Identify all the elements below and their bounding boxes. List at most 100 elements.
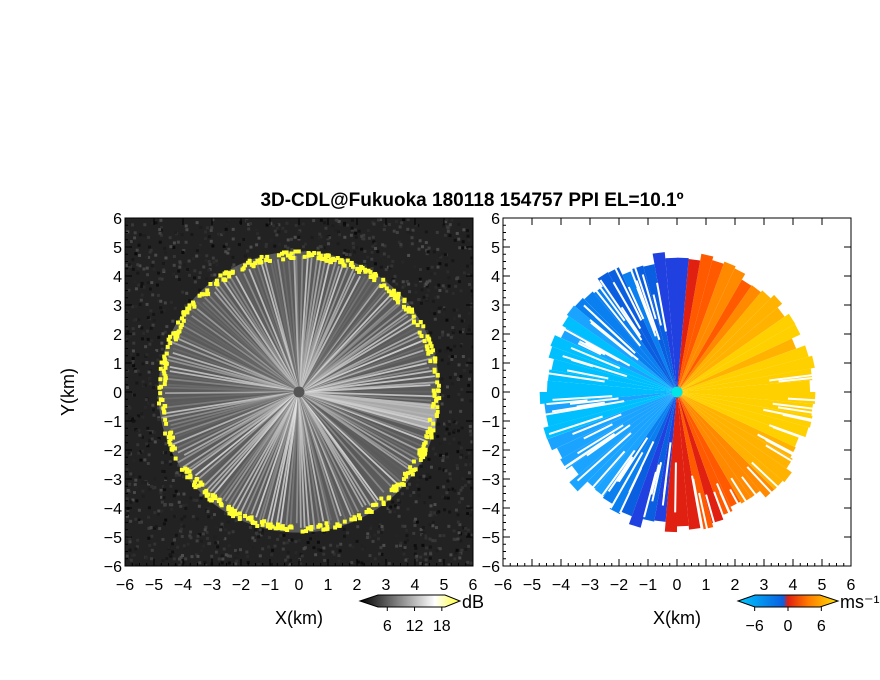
snr-rim-point bbox=[163, 431, 168, 436]
snr-rim-point bbox=[167, 439, 172, 444]
snr-rim-point bbox=[384, 286, 389, 291]
y-tick-label: 0 bbox=[491, 385, 500, 402]
snr-rim-point bbox=[379, 284, 384, 289]
snr-rim-point bbox=[419, 450, 424, 455]
snr-rim-point bbox=[296, 249, 301, 254]
snr-ray bbox=[298, 391, 332, 521]
snr-rim-point bbox=[415, 323, 420, 328]
snr-rim-point bbox=[163, 376, 168, 381]
velocity-sector bbox=[677, 253, 714, 392]
velocity-gap bbox=[569, 397, 619, 405]
velocity-sector bbox=[677, 392, 761, 498]
colorbar-tick-label: 6 bbox=[383, 618, 392, 635]
colorbar-tick-label: 6 bbox=[817, 618, 826, 635]
snr-rim-point bbox=[215, 282, 220, 287]
velocity-gap bbox=[612, 281, 642, 330]
snr-rim-point bbox=[279, 525, 284, 530]
snr-rim-point bbox=[218, 501, 223, 506]
snr-rim-point bbox=[192, 304, 197, 309]
snr-rim-point bbox=[326, 253, 331, 258]
x-tick-label: 4 bbox=[789, 577, 798, 594]
snr-rim-point bbox=[216, 499, 221, 504]
snr-rim-point bbox=[181, 310, 186, 315]
x-tick-label: 3 bbox=[382, 577, 391, 594]
y-tick-label: 0 bbox=[113, 385, 122, 402]
snr-rim-point bbox=[300, 529, 305, 534]
velocity-gap bbox=[627, 286, 645, 320]
snr-rim-point bbox=[424, 344, 429, 349]
snr-rim-point bbox=[431, 402, 436, 407]
snr-rim-point bbox=[267, 258, 272, 263]
x-tick-label: 1 bbox=[702, 577, 711, 594]
snr-rim-point bbox=[158, 391, 163, 396]
snr-rim-point bbox=[410, 472, 415, 477]
snr-rim-point bbox=[312, 250, 317, 255]
x-tick-label: 6 bbox=[469, 577, 478, 594]
snr-rim-point bbox=[353, 517, 358, 522]
snr-rim-point bbox=[197, 293, 202, 298]
snr-rim-point bbox=[187, 469, 192, 474]
x-tick-label: −4 bbox=[174, 577, 192, 594]
snr-rim-point bbox=[374, 502, 379, 507]
snr-rim-point bbox=[230, 270, 235, 275]
velocity-colorbar: −6 0 6 ms⁻¹ bbox=[736, 592, 880, 635]
velocity-sector bbox=[664, 392, 677, 533]
y-tick-label: −1 bbox=[104, 414, 122, 431]
snr-rim-point bbox=[243, 513, 248, 518]
snr-rim-point bbox=[198, 480, 203, 485]
snr-ray bbox=[279, 391, 300, 526]
snr-rim-point bbox=[396, 299, 401, 304]
snr-ray bbox=[194, 391, 300, 487]
snr-rim-point bbox=[321, 527, 326, 532]
velocity-sector bbox=[584, 291, 677, 392]
snr-rim-point bbox=[357, 269, 362, 274]
velocity-colorbar-bar bbox=[736, 594, 840, 608]
snr-rim-point bbox=[372, 275, 377, 280]
snr-rim-point bbox=[428, 341, 433, 346]
y-tick-label: 3 bbox=[113, 298, 122, 315]
snr-rim-point bbox=[285, 253, 290, 258]
snr-ray bbox=[298, 256, 304, 393]
snr-rim-point bbox=[232, 511, 237, 516]
snr-rim-point bbox=[158, 377, 163, 382]
snr-rim-point bbox=[411, 319, 416, 324]
snr-rim-point bbox=[432, 367, 437, 372]
snr-axis-ticks: −6 −5 −4 −3 −2 −1 0 1 2 3 4 5 6 −6 −5 −4 −3 −2 −1 0 1 2 3 4 5 6 bbox=[104, 211, 478, 594]
snr-rim-point bbox=[372, 278, 377, 283]
snr-rim-point bbox=[431, 428, 436, 433]
velocity-sector bbox=[677, 368, 813, 392]
snr-rim-point bbox=[433, 359, 438, 364]
snr-rim-point bbox=[160, 398, 165, 403]
velocity-gap bbox=[763, 408, 815, 422]
snr-rim-point bbox=[259, 520, 264, 525]
snr-rim-point bbox=[180, 316, 185, 321]
snr-rim-point bbox=[341, 262, 346, 267]
snr-rim-point bbox=[280, 251, 285, 256]
snr-rim-point bbox=[214, 278, 219, 283]
velocity-gap bbox=[616, 459, 633, 483]
snr-ray bbox=[298, 391, 398, 493]
velocity-gap bbox=[577, 424, 624, 455]
y-tick-label: 4 bbox=[491, 269, 500, 286]
snr-ray bbox=[289, 391, 300, 525]
velocity-sector bbox=[677, 392, 813, 428]
velocity-gap bbox=[782, 413, 815, 423]
snr-rim-point bbox=[358, 516, 363, 521]
snr-rim-point bbox=[268, 522, 273, 527]
snr-rim-point bbox=[325, 524, 330, 529]
snr-rim-point bbox=[426, 351, 431, 356]
velocity-gap bbox=[586, 424, 631, 457]
y-tick-label: 4 bbox=[113, 269, 122, 286]
snr-rim-point bbox=[429, 344, 434, 349]
snr-rim-point bbox=[427, 417, 432, 422]
snr-rim-point bbox=[161, 369, 166, 374]
snr-rim-point bbox=[356, 513, 361, 518]
snr-rim-point bbox=[168, 437, 173, 442]
y-tick-label: −3 bbox=[482, 472, 500, 489]
y-tick-label: −5 bbox=[104, 530, 122, 547]
velocity-gap bbox=[576, 432, 632, 482]
snr-ray bbox=[298, 391, 411, 468]
snr-colorbar-bar bbox=[358, 594, 462, 608]
snr-rim-point bbox=[404, 474, 409, 479]
